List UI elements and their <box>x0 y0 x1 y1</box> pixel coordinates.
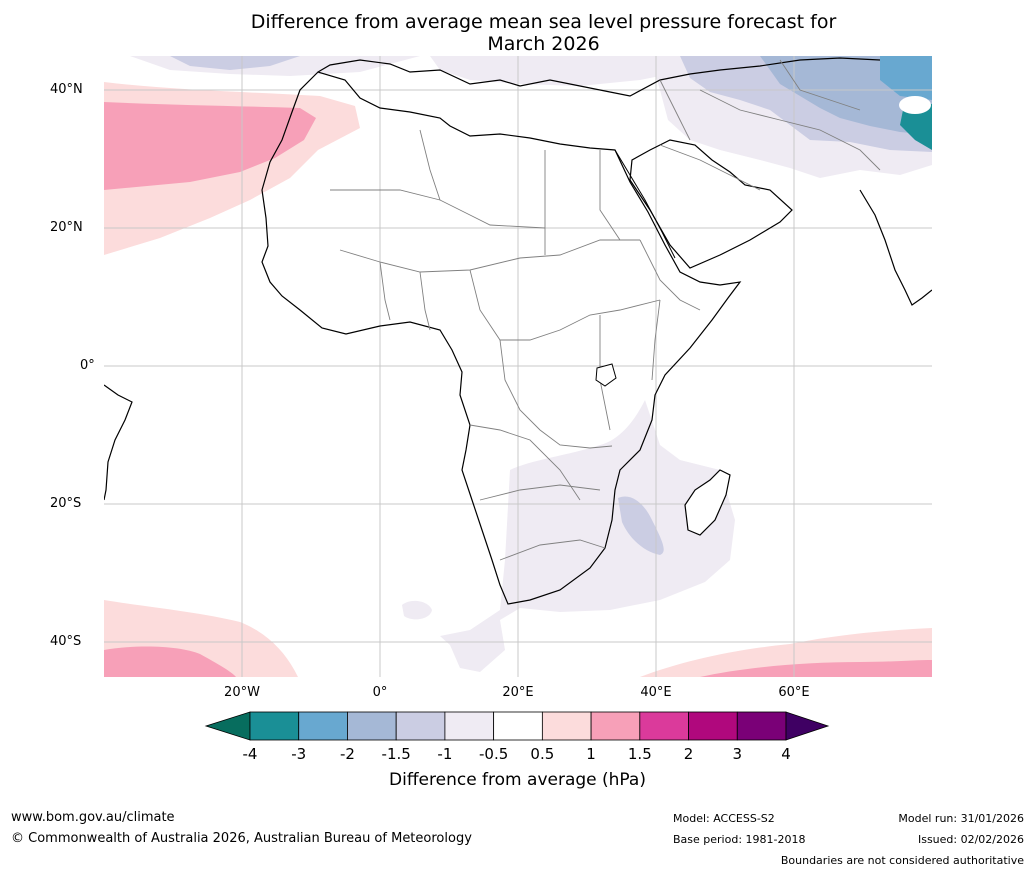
colorbar-label: Difference from average (hPa) <box>389 770 646 790</box>
lat-label-20n: 20°N <box>50 220 83 235</box>
colorbar-extend-high <box>785 711 830 741</box>
colorbar-segment <box>298 711 348 741</box>
lon-label-20e: 20°E <box>502 685 534 700</box>
colorbar-extend-low <box>204 711 251 741</box>
lon-label-20w: 20°W <box>224 685 260 700</box>
lat-label-40s: 40°S <box>50 634 82 649</box>
colorbar-segment <box>590 711 641 741</box>
anomaly-south-atlantic-strong <box>104 646 236 677</box>
colorbar-segment <box>395 711 446 741</box>
colorbar-tick-label: -2 <box>339 745 355 763</box>
colorbar-segment <box>493 711 543 741</box>
lat-label-40n: 40°N <box>50 82 83 97</box>
footer-model-run: Model run: 31/01/2026 <box>898 812 1024 825</box>
colorbar-tick-label: -4 <box>242 745 258 763</box>
anomaly-south-atlantic-patch <box>402 600 432 620</box>
madagascar-coastline <box>684 469 731 536</box>
colorbar-tick-label: 1 <box>586 745 596 763</box>
colorbar-tick-label: -1 <box>437 745 453 763</box>
footer-issued: Issued: 02/02/2026 <box>917 833 1024 846</box>
lon-label-0: 0° <box>372 685 388 700</box>
arabia-coastline <box>629 139 793 269</box>
colorbar-tick-label: 1.5 <box>627 745 652 763</box>
country-borders <box>330 59 881 561</box>
footer-copyright: © Commonwealth of Australia 2026, Austra… <box>11 831 472 846</box>
colorbar-tick-label: 3 <box>732 745 743 763</box>
map-area <box>104 56 932 677</box>
colorbar-tick-label: 0.5 <box>530 745 555 763</box>
south-america-coastline <box>104 384 133 501</box>
lat-label-20s: 20°S <box>50 496 82 511</box>
colorbar-segment <box>347 711 397 741</box>
lake-victoria <box>595 363 617 387</box>
footer-website: www.bom.gov.au/climate <box>11 810 175 825</box>
colorbar-tick-label: -1.5 <box>381 745 411 763</box>
anomaly-south-indian-strong <box>700 660 932 677</box>
anomaly-north-atlantic-strong <box>104 102 316 190</box>
title-line-2: March 2026 <box>487 33 600 55</box>
red-sea <box>614 149 676 259</box>
footer-disclaimer: Boundaries are not considered authoritat… <box>780 854 1024 867</box>
colorbar-segment <box>444 711 495 741</box>
colorbar-segment <box>249 711 300 741</box>
map-title: Difference from average mean sea level p… <box>0 11 1035 55</box>
africa-coastline <box>261 71 742 605</box>
lon-label-40e: 40°E <box>640 685 672 700</box>
anomaly-asia-white-center <box>899 96 931 114</box>
colorbar-segment <box>541 711 592 741</box>
colorbar-tick-label: -0.5 <box>478 745 509 763</box>
title-line-1: Difference from average mean sea level p… <box>250 11 837 33</box>
colorbar-segment <box>688 711 738 741</box>
anomaly-mediterranean <box>430 56 700 86</box>
colorbar-segment <box>639 711 689 741</box>
india-coastline <box>859 189 932 306</box>
anomaly-north-ribbon-darker <box>170 56 300 70</box>
anomaly-southern-africa <box>440 400 735 672</box>
colorbar-tick-label: 4 <box>781 745 791 763</box>
colorbar <box>204 711 830 741</box>
anomaly-asia-steel <box>880 56 932 100</box>
anomaly-madagascar-channel <box>618 496 664 555</box>
footer-model: Model: ACCESS-S2 <box>673 812 775 825</box>
europe-coastline <box>317 57 881 97</box>
lon-label-60e: 60°E <box>778 685 810 700</box>
colorbar-segment <box>736 711 787 741</box>
footer-base-period: Base period: 1981-2018 <box>673 833 806 846</box>
lat-label-equator: 0° <box>80 358 95 373</box>
colorbar-tick-label: -3 <box>291 745 307 763</box>
gridlines <box>104 56 932 677</box>
colorbar-tick-label: 2 <box>683 745 694 763</box>
